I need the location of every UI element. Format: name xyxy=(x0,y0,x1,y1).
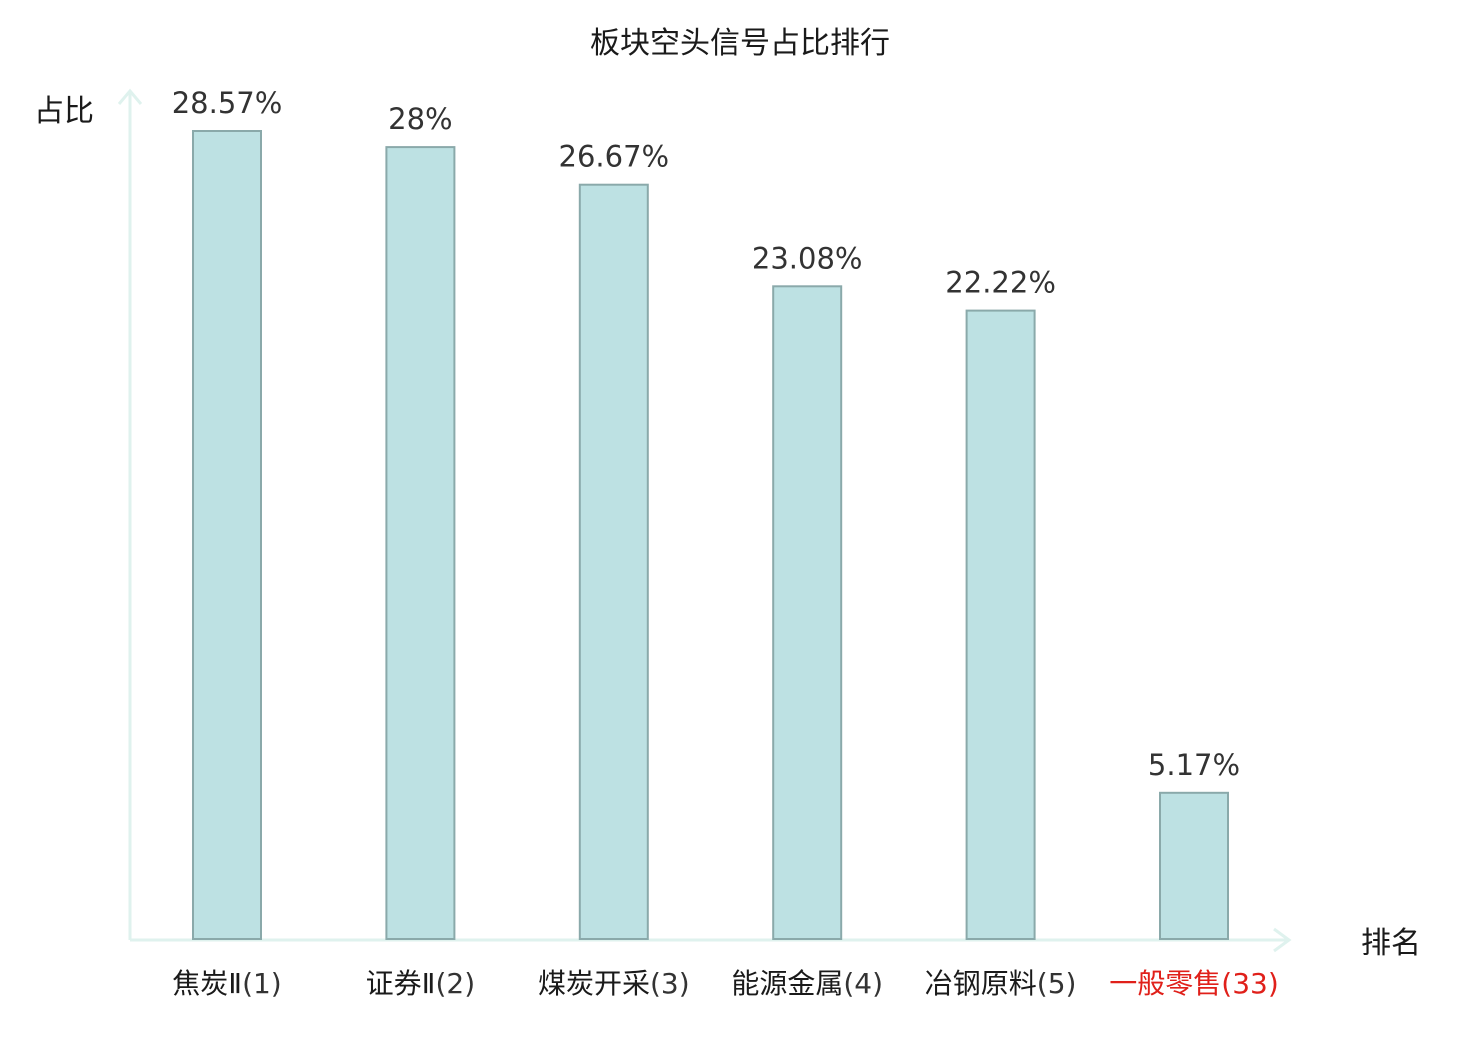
value-label-4: 23.08% xyxy=(752,241,863,275)
value-label-6: 5.17% xyxy=(1148,748,1240,782)
category-rank: (3) xyxy=(650,967,690,1000)
category-name: 焦炭Ⅱ xyxy=(172,967,242,1000)
bar-5 xyxy=(965,309,1036,941)
category-name: 能源金属 xyxy=(731,967,843,1000)
category-rank: (5) xyxy=(1037,967,1077,1000)
y-axis-label: 占比 xyxy=(34,94,94,129)
x-axis-arrow-icon xyxy=(1273,927,1292,953)
bars-group xyxy=(192,130,1229,941)
bar-1 xyxy=(192,130,262,940)
category-label-5: 冶钢原料(5) xyxy=(925,967,1077,1000)
value-label-5: 22.22% xyxy=(945,266,1056,300)
bar-2 xyxy=(385,146,456,941)
value-label-2: 28% xyxy=(388,102,452,136)
y-axis xyxy=(117,88,143,940)
category-label-6: 一般零售(33) xyxy=(1109,967,1279,1000)
category-labels-group: 焦炭Ⅱ(1) 证券Ⅱ(2) 煤炭开采(3) 能源金属(4) 冶钢原料(5) 一般零售(33… xyxy=(172,967,1278,1000)
value-labels-group: 28.57% 28% 26.67% 23.08% 22.22% 5.17% xyxy=(172,86,1240,782)
bar-3 xyxy=(578,183,649,940)
category-name: 冶钢原料 xyxy=(925,967,1037,1000)
category-rank: (2) xyxy=(435,967,475,1000)
category-label-2: 证券Ⅱ(2) xyxy=(366,967,475,1000)
category-name: 煤炭开采 xyxy=(538,967,650,1000)
bar-4 xyxy=(772,285,843,940)
category-label-3: 煤炭开采(3) xyxy=(538,967,690,1000)
category-rank: (1) xyxy=(242,967,282,1000)
value-label-1: 28.57% xyxy=(172,86,283,120)
category-label-4: 能源金属(4) xyxy=(731,967,883,1000)
y-axis-arrow-icon xyxy=(117,88,143,105)
value-label-3: 26.67% xyxy=(559,140,670,174)
category-rank: (4) xyxy=(843,967,883,1000)
category-name: 一般零售 xyxy=(1109,967,1221,1000)
chart-title: 板块空头信号占比排行 xyxy=(590,26,890,61)
x-axis xyxy=(130,927,1292,953)
category-rank: (33) xyxy=(1221,967,1278,1000)
category-label-1: 焦炭Ⅱ(1) xyxy=(172,967,281,1000)
x-axis-label: 排名 xyxy=(1361,926,1421,961)
bar-6 xyxy=(1159,791,1229,940)
category-name: 证券Ⅱ xyxy=(366,967,436,1000)
